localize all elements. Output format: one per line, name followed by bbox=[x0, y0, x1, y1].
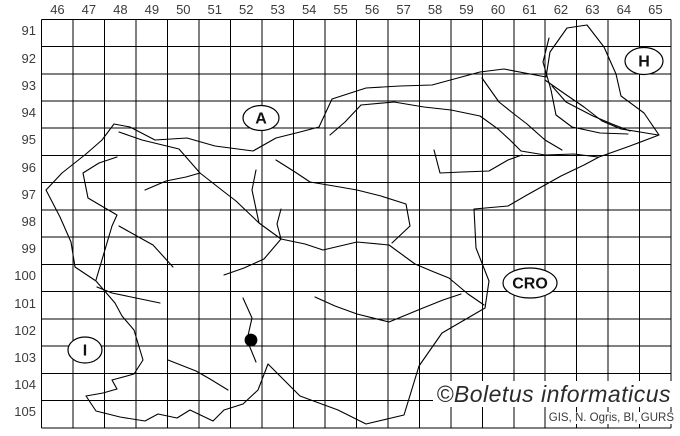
grid-column-labels: 46 47 48 49 50 51 52 53 54 55 56 57 58 59 60 61 62 63 64 65 bbox=[42, 1, 671, 18]
column-label: 54 bbox=[301, 2, 317, 17]
column-label: 47 bbox=[81, 2, 97, 17]
column-label: 55 bbox=[333, 2, 348, 17]
column-label: 61 bbox=[522, 2, 537, 17]
row-label: 94 bbox=[21, 105, 36, 121]
row-label: 91 bbox=[21, 23, 36, 39]
river-line bbox=[118, 131, 485, 306]
country-letter-hungary: H bbox=[638, 54, 650, 71]
river-line bbox=[144, 172, 201, 191]
column-label: 56 bbox=[364, 2, 380, 17]
country-label-croatia: CRO bbox=[502, 267, 558, 299]
column-label: 60 bbox=[490, 2, 506, 17]
column-label: 58 bbox=[427, 2, 443, 17]
column-label: 65 bbox=[648, 2, 663, 17]
country-ellipse-austria bbox=[242, 104, 280, 132]
row-label: 104 bbox=[14, 377, 36, 393]
row-label: 103 bbox=[14, 350, 36, 366]
river-line bbox=[251, 169, 260, 224]
country-ellipse-croatia bbox=[502, 267, 558, 299]
river-line bbox=[329, 104, 362, 136]
watermark-text: ©Boletus informaticus bbox=[433, 381, 674, 408]
column-label: 57 bbox=[396, 2, 411, 17]
country-label-italy: I bbox=[67, 336, 103, 364]
credits-text: GIS, N. Ogris, BI, GURS bbox=[546, 412, 676, 424]
row-label: 93 bbox=[21, 77, 36, 93]
country-letter-croatia: CRO bbox=[512, 276, 548, 293]
column-label: 50 bbox=[176, 2, 191, 17]
row-label: 101 bbox=[14, 295, 36, 311]
row-label: 96 bbox=[21, 159, 36, 175]
river-line bbox=[544, 79, 659, 136]
country-ellipse-italy bbox=[67, 336, 103, 364]
column-label: 46 bbox=[50, 2, 65, 17]
river-line bbox=[96, 286, 161, 304]
river-line bbox=[275, 159, 411, 244]
row-label: 92 bbox=[21, 50, 36, 66]
row-label: 98 bbox=[21, 213, 36, 229]
column-label: 59 bbox=[459, 2, 474, 17]
river-line bbox=[223, 238, 282, 276]
column-label: 52 bbox=[239, 2, 254, 17]
column-label: 64 bbox=[616, 2, 632, 17]
river-line bbox=[433, 149, 523, 174]
row-label: 95 bbox=[21, 132, 36, 148]
river-line bbox=[360, 101, 599, 158]
column-label: 48 bbox=[113, 2, 128, 17]
country-letter-italy: I bbox=[83, 343, 87, 360]
record-marker bbox=[244, 333, 258, 347]
column-label: 51 bbox=[207, 2, 222, 17]
country-border-outline bbox=[45, 24, 660, 425]
river-line bbox=[82, 156, 118, 281]
column-label: 62 bbox=[553, 2, 569, 17]
grid-row-labels: 91 92 93 94 95 96 97 98 99 100 101 102 103 104 105 bbox=[0, 19, 36, 427]
row-label: 105 bbox=[14, 404, 36, 420]
river-line bbox=[314, 293, 462, 323]
country-label-austria: A bbox=[242, 104, 280, 132]
grid-lines bbox=[41, 18, 672, 429]
row-label: 102 bbox=[14, 322, 36, 338]
country-ellipse-hungary bbox=[624, 46, 664, 76]
river-line bbox=[542, 37, 629, 135]
river-line bbox=[276, 208, 282, 240]
river-line bbox=[481, 77, 563, 151]
river-line bbox=[551, 85, 631, 132]
country-label-hungary: H bbox=[624, 46, 664, 76]
row-label: 99 bbox=[21, 241, 36, 257]
row-label: 100 bbox=[14, 268, 36, 284]
river-line bbox=[242, 297, 257, 363]
row-label: 97 bbox=[21, 186, 36, 202]
column-label: 49 bbox=[144, 2, 160, 17]
column-label: 53 bbox=[270, 2, 285, 17]
map-outline-group bbox=[45, 24, 660, 425]
column-label: 63 bbox=[585, 2, 600, 17]
river-line bbox=[118, 225, 174, 268]
river-line bbox=[167, 359, 229, 391]
country-letter-austria: A bbox=[255, 111, 267, 128]
